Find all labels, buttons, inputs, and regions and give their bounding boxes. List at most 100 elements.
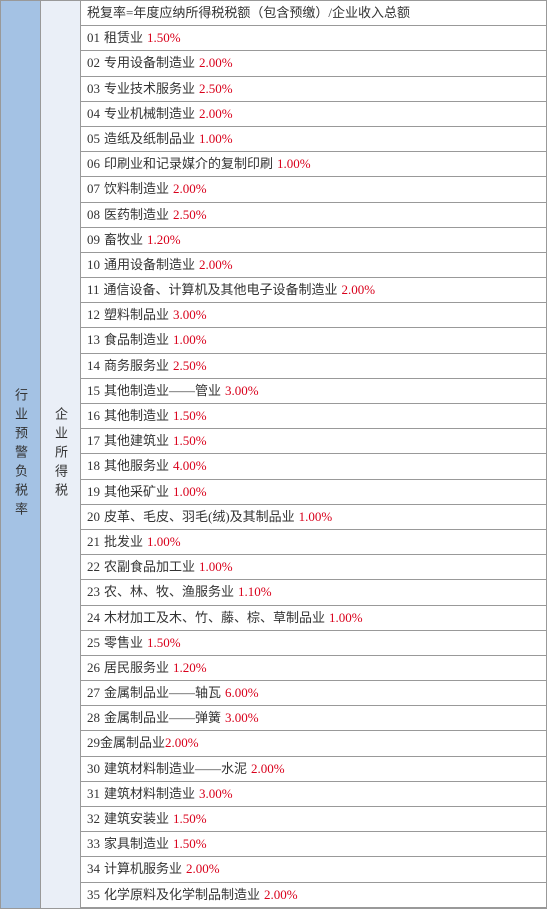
industry-label: 专业技术服务业 [104,80,195,98]
row-number: 31 [87,785,100,803]
row-number: 07 [87,180,100,198]
tax-rate: 1.50% [173,407,207,425]
row-number: 13 [87,331,100,349]
tax-rate: 1.00% [147,533,181,551]
table-row: 17其他建筑业1.50% [81,429,547,454]
category-column: 行业预警负税率 [1,1,41,908]
data-column: 税复率=年度应纳所得税税额（包含预缴）/企业收入总额 01租赁业1.50%02专… [81,1,547,908]
tax-rate: 2.00% [199,256,233,274]
industry-label: 造纸及纸制品业 [104,130,195,148]
tax-rate: 3.00% [173,306,207,324]
tax-rate: 1.20% [147,231,181,249]
industry-label: 租赁业 [104,29,143,47]
table-row: 16其他制造业1.50% [81,404,547,429]
industry-label: 家具制造业 [104,835,169,853]
tax-rate: 2.00% [199,54,233,72]
table-row: 06印刷业和记录媒介的复制印刷1.00% [81,152,547,177]
industry-label: 畜牧业 [104,231,143,249]
industry-label: 金属制品业 [100,734,165,752]
industry-label: 农副食品加工业 [104,558,195,576]
industry-label: 建筑材料制造业 [104,785,195,803]
tax-rate: 1.00% [199,130,233,148]
row-number: 05 [87,130,100,148]
table-row: 24木材加工及木、竹、藤、棕、草制品业1.00% [81,606,547,631]
industry-label: 通信设备、计算机及其他电子设备制造业 [104,281,338,299]
table-row: 14商务服务业2.50% [81,354,547,379]
table-row: 02专用设备制造业2.00% [81,51,547,76]
tax-rate: 2.00% [264,886,298,904]
table-row: 28金属制品业——弹簧3.00% [81,706,547,731]
tax-rate: 3.00% [225,709,259,727]
tax-rate: 2.50% [173,357,207,375]
table-row: 31建筑材料制造业3.00% [81,782,547,807]
table-row: 21批发业1.00% [81,530,547,555]
table-row: 05造纸及纸制品业1.00% [81,127,547,152]
table-row: 32建筑安装业1.50% [81,807,547,832]
tax-rate: 1.50% [173,810,207,828]
subcategory-column: 企业所得税 [41,1,81,908]
row-number: 25 [87,634,100,652]
category-label: 行业预警负税率 [11,388,30,521]
industry-label: 农、林、牧、渔服务业 [104,583,234,601]
table-row: 20皮革、毛皮、羽毛(绒)及其制品业1.00% [81,505,547,530]
industry-label: 食品制造业 [104,331,169,349]
row-number: 18 [87,457,100,475]
row-number: 16 [87,407,100,425]
table-row: 33家具制造业1.50% [81,832,547,857]
row-number: 23 [87,583,100,601]
industry-label: 金属制品业——轴瓦 [104,684,221,702]
row-number: 17 [87,432,100,450]
tax-rate: 2.00% [165,734,199,752]
table-row: 09畜牧业1.20% [81,228,547,253]
row-number: 29 [87,734,100,752]
row-number: 01 [87,29,100,47]
industry-label: 化学原料及化学制品制造业 [104,886,260,904]
table-row: 10通用设备制造业2.00% [81,253,547,278]
table-row: 18其他服务业4.00% [81,454,547,479]
row-number: 27 [87,684,100,702]
row-number: 14 [87,357,100,375]
tax-rate: 1.50% [147,634,181,652]
industry-label: 专用设备制造业 [104,54,195,72]
row-number: 06 [87,155,100,173]
row-number: 15 [87,382,100,400]
row-number: 34 [87,860,100,878]
table-row: 04专业机械制造业2.00% [81,102,547,127]
industry-label: 其他服务业 [104,457,169,475]
table-row: 11通信设备、计算机及其他电子设备制造业2.00% [81,278,547,303]
row-number: 32 [87,810,100,828]
row-number: 21 [87,533,100,551]
row-number: 22 [87,558,100,576]
tax-rate: 2.50% [173,206,207,224]
row-number: 10 [87,256,100,274]
tax-rate: 1.00% [299,508,333,526]
industry-label: 印刷业和记录媒介的复制印刷 [104,155,273,173]
industry-label: 其他制造业 [104,407,169,425]
table-row: 22农副食品加工业1.00% [81,555,547,580]
row-number: 04 [87,105,100,123]
tax-rate: 1.00% [277,155,311,173]
tax-rate-table: 行业预警负税率 企业所得税 税复率=年度应纳所得税税额（包含预缴）/企业收入总额… [0,0,547,909]
row-number: 09 [87,231,100,249]
row-number: 26 [87,659,100,677]
subcategory-label: 企业所得税 [51,407,70,502]
table-row: 19其他采矿业1.00% [81,480,547,505]
table-row: 26居民服务业1.20% [81,656,547,681]
row-number: 11 [87,281,100,299]
row-number: 24 [87,609,100,627]
industry-label: 批发业 [104,533,143,551]
industry-label: 建筑安装业 [104,810,169,828]
row-number: 19 [87,483,100,501]
tax-rate: 1.50% [173,835,207,853]
tax-rate: 2.50% [199,80,233,98]
industry-label: 其他建筑业 [104,432,169,450]
industry-label: 医药制造业 [104,206,169,224]
table-row: 03专业技术服务业2.50% [81,77,547,102]
table-row: 27金属制品业——轴瓦6.00% [81,681,547,706]
row-number: 03 [87,80,100,98]
table-row: 29金属制品业2.00% [81,731,547,756]
tax-rate: 1.10% [238,583,272,601]
tax-rate: 1.00% [329,609,363,627]
industry-label: 木材加工及木、竹、藤、棕、草制品业 [104,609,325,627]
table-row: 13食品制造业1.00% [81,328,547,353]
